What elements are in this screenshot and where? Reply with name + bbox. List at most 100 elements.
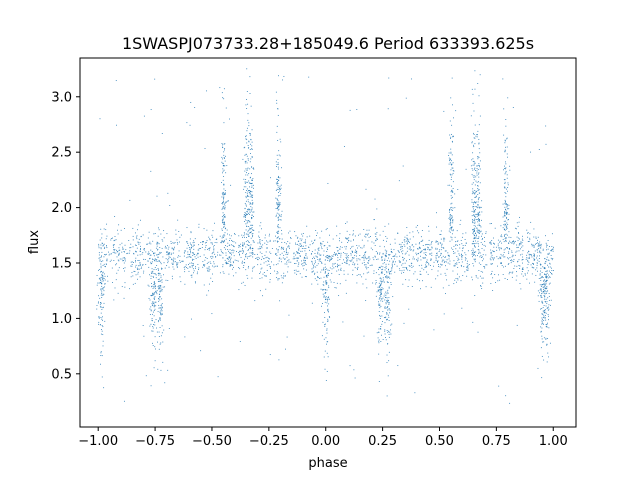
data-point [153,315,155,317]
data-point [128,240,130,241]
data-point [511,272,513,274]
data-point [230,264,232,266]
data-point [325,266,326,268]
data-point [252,187,254,189]
data-point [304,256,305,258]
data-point [474,175,476,177]
data-point [546,343,548,345]
data-point [435,248,437,250]
data-point [541,308,543,309]
data-point [207,261,209,263]
data-point [140,268,142,269]
data-point [138,268,140,270]
data-point [517,246,519,248]
data-point [526,267,528,269]
data-point [536,249,538,251]
data-point [278,236,280,238]
data-point [391,267,392,269]
data-point [346,256,348,258]
data-point [494,274,496,275]
data-point [545,338,547,340]
data-point [99,277,101,279]
data-point [224,207,226,209]
data-point [380,284,382,286]
data-point [525,258,527,260]
data-point [324,272,326,274]
data-point [223,203,225,205]
data-point [440,233,442,235]
data-point [171,248,173,250]
data-point [479,207,481,209]
data-point [327,274,328,276]
data-point [232,252,234,254]
data-point [356,109,358,110]
data-point [478,176,480,178]
data-point [158,300,160,302]
data-point [365,236,367,238]
data-point [549,282,551,284]
data-point [143,270,145,272]
data-point [448,209,450,211]
data-point [194,253,196,255]
data-point [468,264,470,265]
data-point [459,244,461,246]
data-point [472,93,474,95]
data-point [247,249,249,251]
data-point [509,165,511,167]
data-point [375,240,377,242]
data-point [298,247,300,249]
data-point [246,188,248,190]
data-point [472,132,474,134]
data-point [491,254,493,256]
data-point [326,370,328,372]
data-point [245,186,247,188]
data-point [324,263,326,265]
data-point [278,213,280,215]
data-point [314,252,316,254]
data-point [137,241,139,243]
data-point [504,183,506,184]
data-point [506,217,508,219]
data-point [529,237,531,239]
data-point [171,247,173,249]
data-point [548,315,549,317]
data-point [110,238,112,239]
data-point [283,75,285,77]
data-point [416,254,417,256]
data-point [379,297,381,299]
data-point [478,251,480,253]
data-point [247,213,248,215]
data-point [443,110,445,112]
data-point [277,198,278,200]
data-point [464,244,466,246]
data-point [486,264,488,266]
data-point [311,251,313,253]
data-point [510,260,512,261]
data-point [222,217,224,219]
data-point [250,133,251,135]
data-point [385,297,387,299]
data-point [213,261,215,263]
data-point [187,267,189,269]
data-point [473,237,475,239]
data-point [311,302,313,304]
data-point [533,255,535,257]
data-point [328,285,330,287]
data-point [452,167,454,169]
data-point [364,255,366,257]
data-point [402,165,404,167]
data-point [100,351,102,353]
data-point [269,266,271,268]
data-point [123,268,125,269]
data-point [216,265,218,267]
data-point [380,305,382,307]
data-point [336,235,338,237]
data-point [451,124,453,126]
data-point [225,248,226,250]
data-point [505,395,507,397]
data-point [189,124,191,126]
data-point [503,186,505,188]
data-point [225,201,227,203]
data-point [276,125,278,127]
data-point [526,278,528,280]
